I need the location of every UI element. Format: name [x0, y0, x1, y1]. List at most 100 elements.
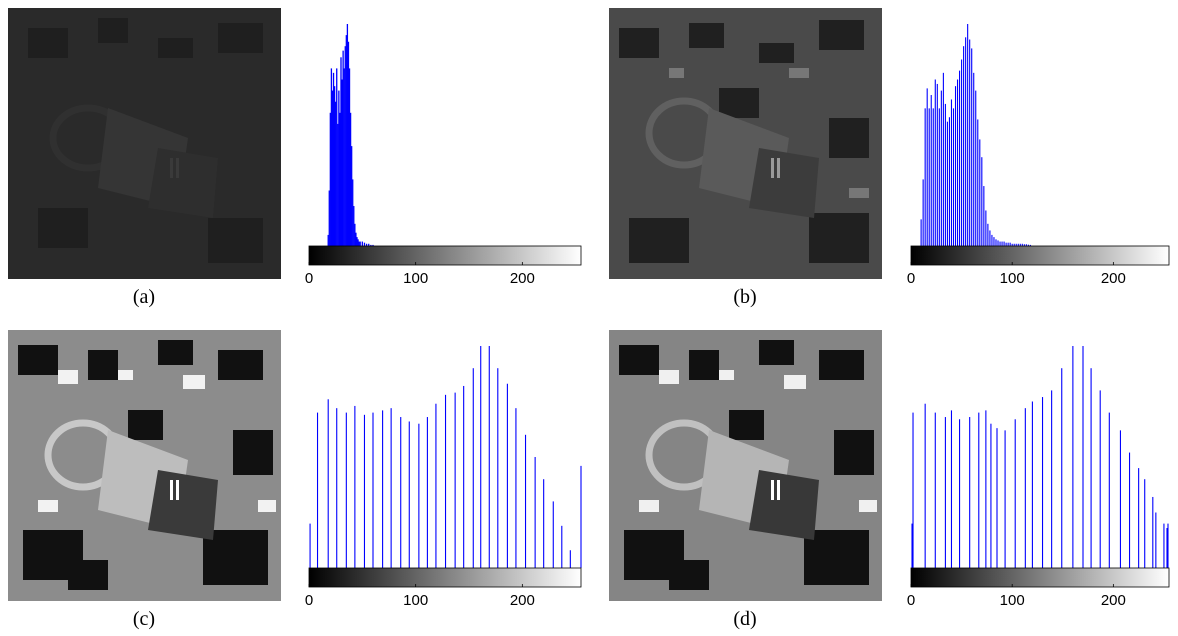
histogram-d-bar [1144, 479, 1146, 568]
histogram-d-bar [1041, 397, 1044, 568]
histogram-b: 0 100 200 [907, 24, 1170, 287]
histogram-d-bar [1072, 346, 1074, 568]
histogram-d-bar [934, 412, 936, 568]
histogram-a-colorbar [308, 245, 582, 266]
histogram-b-bar [967, 24, 969, 246]
histogram-b-bar [985, 210, 987, 246]
histogram-b-bar [956, 79, 959, 246]
histogram-b-bar [1021, 243, 1023, 246]
histogram-c-bar [372, 412, 374, 568]
histogram-c-bar [580, 465, 582, 568]
histogram-a-bar [336, 68, 338, 247]
histogram-c-bar [552, 501, 554, 568]
histogram-b-bar [930, 95, 932, 246]
histogram-b-bar [1003, 241, 1005, 246]
histogram-a-bar [344, 46, 346, 247]
histogram-d-bar [924, 403, 926, 568]
histogram-d-bar [944, 417, 946, 568]
histogram-d-bar [1138, 468, 1140, 568]
caption-b: (b) [733, 286, 757, 308]
histogram-b-bar [924, 108, 926, 246]
histogram-b-tick-label: 200 [1101, 270, 1126, 287]
histogram-d-bar [950, 410, 953, 568]
histogram-b-bar [981, 157, 983, 246]
histogram-c-colorbar [308, 567, 582, 588]
caption-c: (c) [132, 608, 156, 630]
histogram-b-bar [995, 239, 997, 246]
histogram-a-bar [359, 241, 361, 246]
histogram-a-bar [351, 146, 353, 246]
histogram-d-bar [911, 523, 913, 568]
histogram-d-bar [1167, 523, 1169, 568]
histogram-a-bar [356, 237, 358, 246]
histogram-c-bar [534, 457, 536, 568]
histogram-a-bar [355, 232, 357, 246]
histogram-c-bar [569, 550, 571, 568]
aerial-image-b-graphic [609, 8, 882, 279]
histogram-b-bar [922, 179, 924, 246]
histogram-c-bar [382, 410, 384, 568]
histogram-d-bar [1082, 346, 1084, 568]
histogram-d-bar [1014, 419, 1016, 568]
histogram-b-bar [950, 99, 953, 246]
histogram-d-bar [990, 423, 992, 568]
histogram-b-bar [973, 72, 975, 246]
aerial-image-d-graphic [609, 330, 882, 601]
caption-a: (a) [132, 286, 156, 308]
histogram-b-bar [1011, 243, 1013, 246]
histogram-b-bar [977, 119, 979, 246]
histogram-b-bar [979, 139, 981, 246]
histogram-c-bar [488, 346, 490, 568]
histogram-d-bar [1031, 401, 1033, 568]
histogram-b-colorbar [910, 245, 1170, 266]
histogram-b-bar [926, 88, 928, 246]
histogram-d-bar [1004, 430, 1006, 568]
histogram-a-bar [370, 244, 372, 246]
histogram-a-bar [361, 241, 363, 246]
histogram-d-bar [978, 412, 980, 568]
histogram-b-bar [987, 223, 989, 246]
histogram-c-bar [336, 408, 338, 568]
histogram-b-bar [1017, 243, 1019, 246]
histogram-b-bar [993, 237, 995, 246]
histogram-c-bar [506, 383, 508, 568]
histogram-a-bar [327, 234, 329, 246]
histogram-d-bar [912, 412, 914, 568]
histogram-c-bar [316, 412, 319, 568]
histogram-c-bar [515, 408, 517, 568]
histogram-d-bar [985, 410, 987, 568]
aerial-image-a-graphic [8, 8, 281, 279]
histogram-a-bar [358, 241, 360, 246]
histogram-b-bar [991, 234, 993, 246]
histogram-d-bar [1051, 390, 1053, 568]
histogram-c-bar [426, 417, 428, 568]
histogram-a-bar [365, 243, 368, 246]
histogram-d-tick-label: 200 [1101, 592, 1126, 609]
histogram-a-tick-label: 200 [510, 270, 535, 287]
histogram-d-bar [996, 428, 998, 568]
histogram-d-bar [1155, 512, 1157, 568]
aerial-image-d [609, 330, 882, 601]
histogram-a-bar [348, 68, 351, 247]
histogram-b-bar [959, 70, 961, 246]
histogram-d-bar [1128, 452, 1131, 568]
histogram-a-bar [332, 72, 335, 246]
histogram-a-bar [345, 35, 347, 246]
histogram-c-tick-label: 100 [403, 592, 428, 609]
histogram-a: 0 100 200 [305, 24, 582, 287]
histogram-a-bar [340, 57, 342, 246]
histogram-c-bar [497, 368, 499, 568]
histogram-b-bar [948, 117, 950, 247]
histogram-a-bar [329, 112, 331, 246]
aerial-image-a [8, 8, 281, 279]
caption-d: (d) [733, 608, 757, 630]
histogram-a-tick-label: 0 [305, 270, 313, 287]
histogram-a-bar [337, 123, 339, 246]
histogram-c-tick-label: 200 [510, 592, 535, 609]
histogram-c-bar [454, 392, 456, 568]
histogram-d-bar [1099, 390, 1101, 568]
histogram-d-bar [1061, 368, 1063, 568]
histogram-c-bar [309, 523, 311, 568]
histogram-b-bar [1029, 244, 1031, 246]
histogram-b-bar [963, 46, 965, 247]
